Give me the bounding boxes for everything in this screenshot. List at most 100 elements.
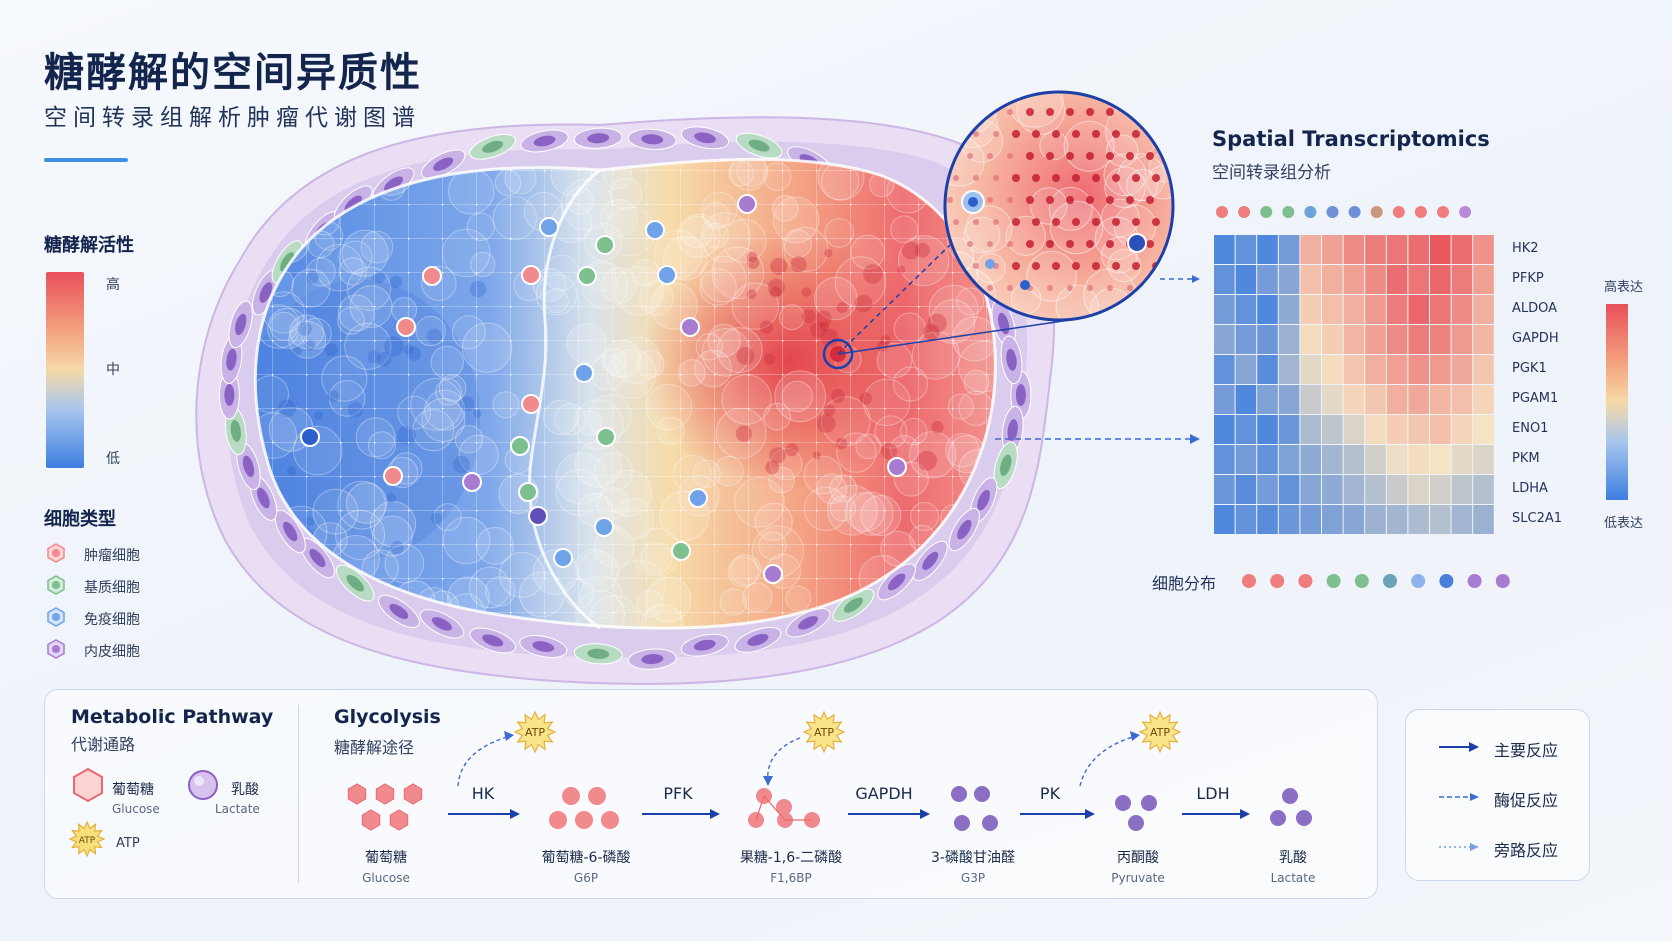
zoomed-spot [1052, 262, 1060, 270]
heatmap-cell [1343, 235, 1365, 264]
zoomed-spot [1086, 108, 1094, 116]
zoomed-spot [993, 175, 999, 181]
bypass-reaction-label: 旁路反应 [1494, 841, 1559, 860]
glycolysis-subheading: 糖酵解途径 [334, 738, 415, 757]
zoomed-cell [946, 92, 998, 134]
zoomed-spot [953, 219, 959, 225]
heatmap-cell [1214, 265, 1235, 294]
heatmap-cell [1365, 505, 1386, 534]
heatmap-cell [1386, 385, 1408, 414]
heatmap-cell [1365, 295, 1386, 324]
heatmap-cell [1473, 475, 1494, 504]
distribution-dot [1242, 574, 1256, 588]
pathway-divider [298, 705, 299, 883]
heatmap-cell [1257, 415, 1278, 444]
heatmap-cell [1322, 295, 1343, 324]
enzyme-hk-label: HK [471, 784, 495, 803]
marker-cell [422, 266, 442, 286]
endothelial-cell [573, 127, 623, 149]
zoomed-spot [1106, 152, 1114, 160]
heatmap-cell [1473, 355, 1494, 384]
heatmap-cell [1430, 265, 1451, 294]
zoomed-cell [1101, 198, 1140, 238]
zoomed-spot [1152, 130, 1160, 138]
pyruvate-molecules [1115, 795, 1157, 831]
heatmap-cell [1473, 415, 1494, 444]
zoomed-spot [1047, 285, 1053, 291]
legend-tumor-label: 肿瘤细胞 [84, 548, 140, 564]
gene-label-aldoa: ALDOA [1512, 301, 1558, 316]
heatmap-cell [1473, 235, 1494, 264]
step-1-zh: 葡萄糖-6-磷酸 [541, 850, 631, 866]
heatmap-cell [1322, 505, 1343, 534]
heatmap-cell [1365, 445, 1386, 474]
top-dot [1459, 206, 1472, 218]
main-reaction-arrow-icon [1439, 742, 1479, 752]
heatmap-cell [1257, 445, 1278, 474]
heatmap-cell [1235, 505, 1257, 534]
zoomed-spot [1007, 285, 1013, 291]
zoomed-spot [1132, 174, 1140, 182]
heatmap-cell [1343, 445, 1365, 474]
marker-cell [657, 265, 677, 285]
heatmap-cell [1235, 295, 1257, 324]
distribution-dot [1354, 574, 1369, 588]
heatmap-cell [1278, 475, 1300, 504]
heatmap-cell [1430, 295, 1451, 324]
arrow-legend-icons [1439, 742, 1479, 851]
heatmap-cell [1235, 475, 1257, 504]
top-dot [1260, 206, 1273, 218]
marker-cell [539, 217, 559, 237]
step-4-zh: 丙酮酸 [1117, 850, 1159, 866]
step-3-zh: 3-磷酸甘油醛 [931, 850, 1015, 866]
top-dot [1326, 206, 1339, 218]
marker-cell [671, 541, 691, 561]
heatmap-cell [1322, 355, 1343, 384]
expression-heatmap [1214, 235, 1494, 534]
marker-cell [577, 266, 597, 286]
top-dot [1216, 206, 1228, 218]
heatmap-cell [1235, 415, 1257, 444]
zoomed-spot [1132, 262, 1140, 270]
metabolic-subheading: 代谢通路 [71, 735, 136, 754]
lactate-molecules [1270, 788, 1312, 826]
heatmap-cell [1408, 505, 1429, 534]
zoomed-spot [1106, 108, 1114, 116]
zoomed-spot [973, 131, 979, 137]
heatmap-cell [1451, 265, 1473, 294]
marker-cell [595, 235, 615, 255]
zoomed-spot [1112, 174, 1120, 182]
heatmap-cell [1278, 445, 1300, 474]
marker-cell [521, 394, 541, 414]
zoomed-spot [1026, 240, 1034, 248]
heatmap-cell [1365, 415, 1386, 444]
heatmap-cell [1322, 325, 1343, 354]
cell-type-icons [47, 543, 65, 659]
zoomed-spot [1086, 152, 1094, 160]
zoomed-spot [1126, 196, 1134, 204]
zoomed-spot [1007, 197, 1013, 203]
heatmap-cell [1408, 295, 1429, 324]
heatmap-cell [1451, 415, 1473, 444]
zoomed-spot [1046, 240, 1054, 248]
marker-cell [763, 564, 783, 584]
endothelial-cell [520, 129, 569, 153]
zoomed-spot [1152, 218, 1160, 226]
expression-low-label: 低表达 [1604, 516, 1644, 531]
step-1-en: G6P [573, 871, 599, 885]
marker-cell [737, 194, 757, 214]
heatmap-cell [1365, 265, 1386, 294]
heatmap-cell [1300, 385, 1321, 414]
marker-cell [510, 436, 530, 456]
legend-endothelial-label: 内皮细胞 [84, 644, 140, 660]
atp-consume-arrow [457, 735, 511, 787]
zoomed-spot [1032, 218, 1040, 226]
heatmap-cell [1365, 385, 1386, 414]
heatmap-cell [1278, 295, 1300, 324]
heatmap-cell [1451, 475, 1473, 504]
heatmap-cell [1408, 445, 1429, 474]
heatmap-cell [1386, 235, 1408, 264]
zoomed-immune-cell [985, 259, 995, 269]
zoomed-spot [1012, 130, 1020, 138]
distribution-dot [1411, 574, 1426, 588]
